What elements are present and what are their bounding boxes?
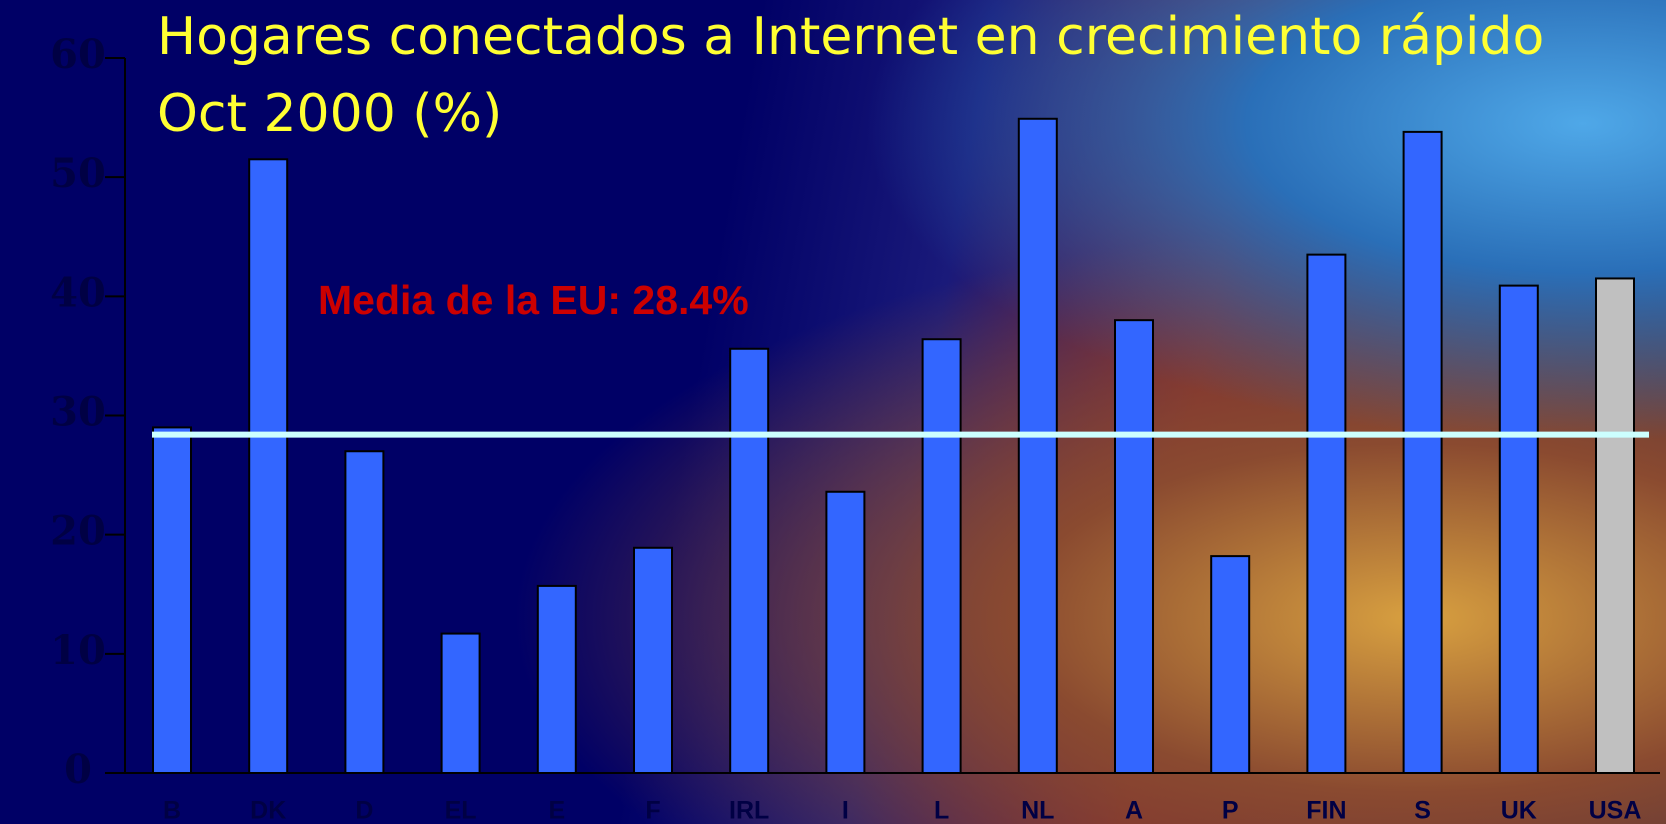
chart: Hogares conectados a Internet en crecimi… xyxy=(0,0,1666,824)
x-tick-label: IRL xyxy=(729,797,769,824)
bar xyxy=(249,159,287,773)
bar xyxy=(1596,278,1634,773)
x-tick-label: P xyxy=(1222,797,1239,824)
y-tick-label: 40 xyxy=(50,269,106,316)
x-tick-label: F xyxy=(645,797,660,824)
x-tick-label: I xyxy=(842,797,849,824)
bar xyxy=(1500,286,1538,773)
x-tick-label: EL xyxy=(445,797,477,824)
x-tick-label: NL xyxy=(1021,797,1054,824)
bar xyxy=(730,349,768,773)
y-tick-label: 0 xyxy=(64,746,92,793)
bar xyxy=(538,586,576,773)
y-tick-label: 60 xyxy=(50,31,106,78)
x-tick-label: DK xyxy=(250,797,286,824)
y-tick-label: 50 xyxy=(50,150,106,197)
bar xyxy=(1307,255,1345,773)
mean-label: Media de la EU: 28.4% xyxy=(318,277,749,323)
bar xyxy=(634,548,672,773)
x-tick-label: L xyxy=(934,797,949,824)
x-tick-label: E xyxy=(548,797,565,824)
bar xyxy=(442,634,480,773)
bar xyxy=(826,492,864,773)
y-tick-label: 10 xyxy=(50,627,106,674)
y-tick-label: 30 xyxy=(50,389,106,436)
bar xyxy=(1404,132,1442,773)
bar xyxy=(1019,119,1057,773)
bar xyxy=(1115,320,1153,773)
x-tick-label: B xyxy=(163,797,181,824)
x-tick-label: D xyxy=(355,797,373,824)
y-tick-label: 20 xyxy=(50,508,106,555)
bar xyxy=(345,451,383,773)
x-tick-label: A xyxy=(1125,797,1143,824)
chart-subtitle: Oct 2000 (%) xyxy=(157,84,502,144)
x-tick-label: UK xyxy=(1501,797,1537,824)
bar xyxy=(1211,556,1249,773)
x-tick-label: FIN xyxy=(1306,797,1346,824)
x-tick-label: S xyxy=(1414,797,1431,824)
bar xyxy=(923,339,961,773)
chart-title: Hogares conectados a Internet en crecimi… xyxy=(157,7,1544,67)
x-tick-label: USA xyxy=(1589,797,1642,824)
bar xyxy=(153,427,191,773)
